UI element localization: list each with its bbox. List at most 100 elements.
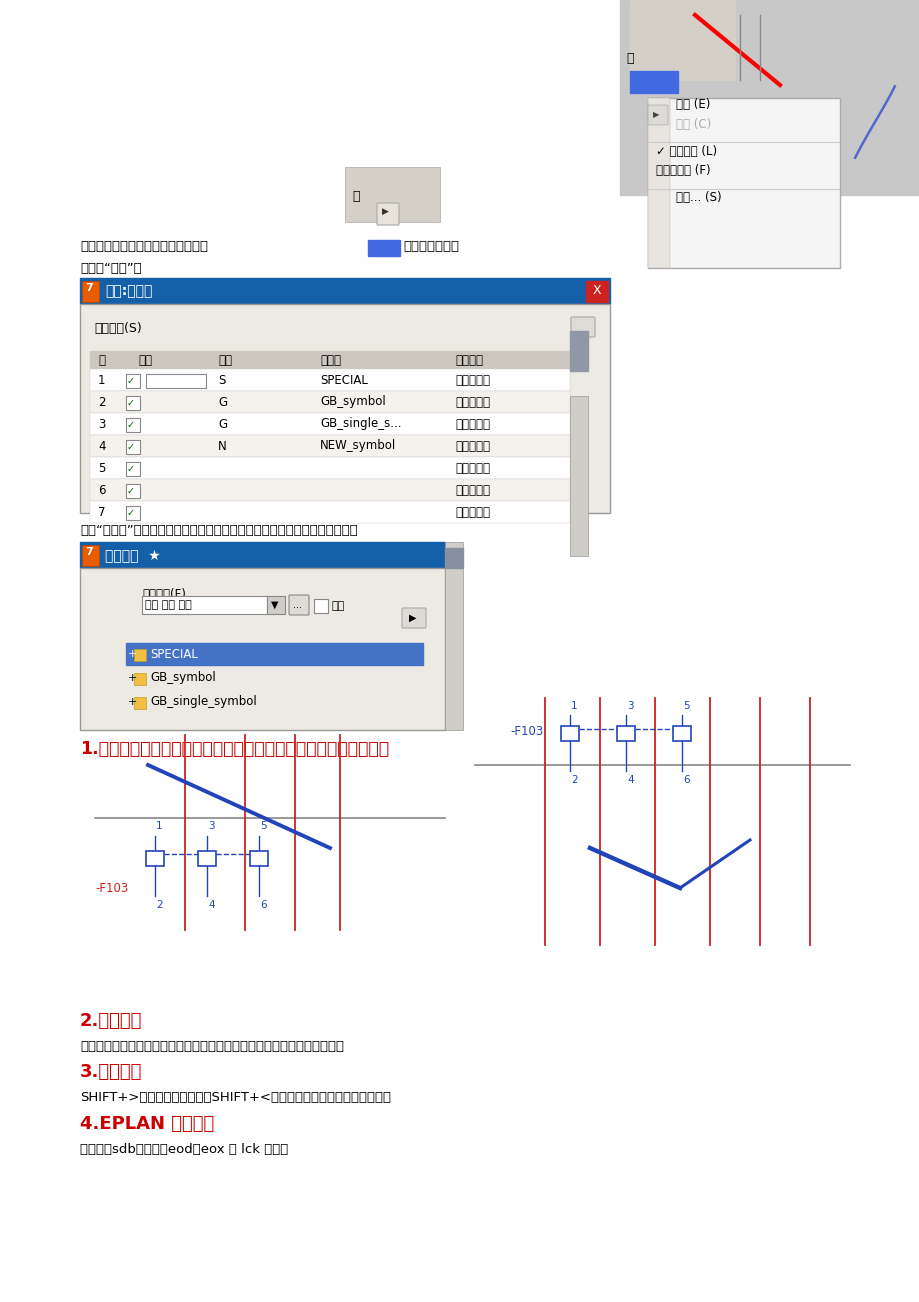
- Text: 点击这个图标，: 点击这个图标，: [403, 240, 459, 253]
- Text: 符号选择  ★: 符号选择 ★: [105, 548, 161, 562]
- Text: 可以同时复制出多个相同的图形，可以设置图形间的间隔距离，节省时间。: 可以同时复制出多个相同的图形，可以设置图形间的间隔距离，节省时间。: [80, 1040, 344, 1053]
- Bar: [90, 413, 570, 435]
- Bar: [570, 331, 587, 371]
- Text: 从符号库中: 从符号库中: [455, 440, 490, 453]
- Text: 7: 7: [98, 505, 106, 518]
- Text: 告: 告: [625, 52, 633, 65]
- Text: ▼: ▼: [271, 600, 278, 611]
- Text: ...: ...: [292, 600, 301, 611]
- FancyBboxPatch shape: [647, 105, 667, 125]
- Bar: [90, 435, 570, 457]
- Text: 符号库：sdb（包括：eod、eox 和 lck 文件）: 符号库：sdb（包括：eod、eox 和 lck 文件）: [80, 1143, 288, 1156]
- Text: ▶: ▶: [652, 111, 659, 120]
- Bar: [126, 374, 140, 388]
- Text: 3: 3: [208, 822, 214, 831]
- Text: ✓: ✓: [127, 508, 135, 518]
- Text: SPECIAL: SPECIAL: [150, 647, 198, 660]
- Text: S: S: [218, 374, 225, 387]
- Text: 6: 6: [260, 900, 267, 910]
- Bar: [90, 368, 570, 391]
- Text: -F103: -F103: [509, 725, 542, 738]
- Bar: [585, 281, 607, 302]
- Text: 3.正交切换: 3.正交切换: [80, 1062, 142, 1081]
- Text: 7: 7: [85, 547, 93, 557]
- Text: 点击“符号库”，可以看到盘里所有的符号库，然后添加自己需要的库，即可。: 点击“符号库”，可以看到盘里所有的符号库，然后添加自己需要的库，即可。: [80, 523, 357, 536]
- Text: 基于功能的 (F): 基于功能的 (F): [655, 164, 709, 177]
- Text: 3: 3: [627, 700, 633, 711]
- Text: 激活: 激活: [332, 602, 345, 611]
- Bar: [126, 643, 423, 665]
- Bar: [345, 167, 439, 223]
- Bar: [80, 542, 445, 568]
- Bar: [313, 599, 328, 613]
- Text: 5: 5: [682, 700, 689, 711]
- Text: 7: 7: [85, 283, 93, 293]
- Text: 再点击“设置”。: 再点击“设置”。: [80, 262, 142, 275]
- Text: 2: 2: [156, 900, 163, 910]
- Bar: [126, 484, 140, 497]
- Bar: [134, 648, 146, 661]
- Text: 6: 6: [98, 483, 106, 496]
- Bar: [445, 548, 462, 568]
- Bar: [561, 727, 578, 741]
- Text: ✓: ✓: [127, 398, 135, 408]
- Text: 5: 5: [260, 822, 267, 831]
- Bar: [619, 0, 919, 195]
- Text: N: N: [218, 440, 226, 453]
- Text: ✓: ✓: [127, 376, 135, 385]
- Text: ✓: ✓: [127, 464, 135, 474]
- Text: ▶: ▶: [409, 613, 416, 622]
- Bar: [126, 506, 140, 519]
- Bar: [630, 72, 677, 92]
- Text: +: +: [128, 697, 137, 707]
- Bar: [673, 727, 690, 741]
- Text: 前缀: 前缀: [218, 354, 232, 367]
- FancyBboxPatch shape: [402, 608, 425, 628]
- Bar: [126, 440, 140, 454]
- Text: 2: 2: [571, 775, 577, 785]
- Bar: [142, 596, 267, 615]
- Text: GB_single_s...: GB_single_s...: [320, 418, 401, 431]
- Text: 1: 1: [98, 374, 106, 387]
- Text: 2: 2: [98, 396, 106, 409]
- Bar: [80, 568, 445, 730]
- Bar: [368, 240, 400, 256]
- Text: 1.在符号或部件连接点上可以同时连接，或者几个符号同时画出。: 1.在符号或部件连接点上可以同时连接，或者几个符号同时画出。: [80, 740, 389, 758]
- Text: 3: 3: [98, 418, 106, 431]
- Bar: [267, 596, 285, 615]
- Text: 从符号库中: 从符号库中: [455, 396, 490, 409]
- Bar: [445, 542, 462, 730]
- Bar: [146, 852, 164, 866]
- Bar: [80, 303, 609, 513]
- Bar: [134, 697, 146, 710]
- Bar: [146, 374, 206, 388]
- Text: 多线 国标 符号: 多线 国标 符号: [145, 600, 191, 611]
- Text: 2.多重复制: 2.多重复制: [80, 1012, 142, 1030]
- Bar: [90, 391, 570, 413]
- Text: 5: 5: [98, 461, 106, 474]
- Text: 点开插入符号，可以看到以下截图，: 点开插入符号，可以看到以下截图，: [80, 240, 208, 253]
- Bar: [90, 352, 570, 371]
- Text: 符号库：(S): 符号库：(S): [94, 322, 142, 335]
- Bar: [630, 0, 734, 79]
- Bar: [90, 501, 570, 523]
- Bar: [570, 396, 587, 556]
- Bar: [126, 418, 140, 432]
- FancyBboxPatch shape: [289, 595, 309, 615]
- FancyBboxPatch shape: [377, 203, 399, 225]
- Text: SHIFT+>可以切换正交画图，SHIFT+<可以切换垂直和水平的方向画图。: SHIFT+>可以切换正交画图，SHIFT+<可以切换垂直和水平的方向画图。: [80, 1091, 391, 1104]
- Bar: [134, 673, 146, 685]
- Text: 从符号库中: 从符号库中: [455, 461, 490, 474]
- Text: 从符号库中: 从符号库中: [455, 418, 490, 431]
- Text: ✓: ✓: [127, 486, 135, 496]
- Text: 从符号库中: 从符号库中: [455, 505, 490, 518]
- Text: 行: 行: [98, 354, 105, 367]
- Text: 从符号库中: 从符号库中: [455, 374, 490, 387]
- Text: 同步: 同步: [138, 354, 152, 367]
- Text: ✓: ✓: [127, 421, 135, 430]
- Text: 告: 告: [352, 190, 359, 203]
- Text: G: G: [218, 396, 227, 409]
- Text: 4: 4: [627, 775, 633, 785]
- Text: SPECIAL: SPECIAL: [320, 374, 368, 387]
- Text: GB_single_symbol: GB_single_symbol: [150, 695, 256, 708]
